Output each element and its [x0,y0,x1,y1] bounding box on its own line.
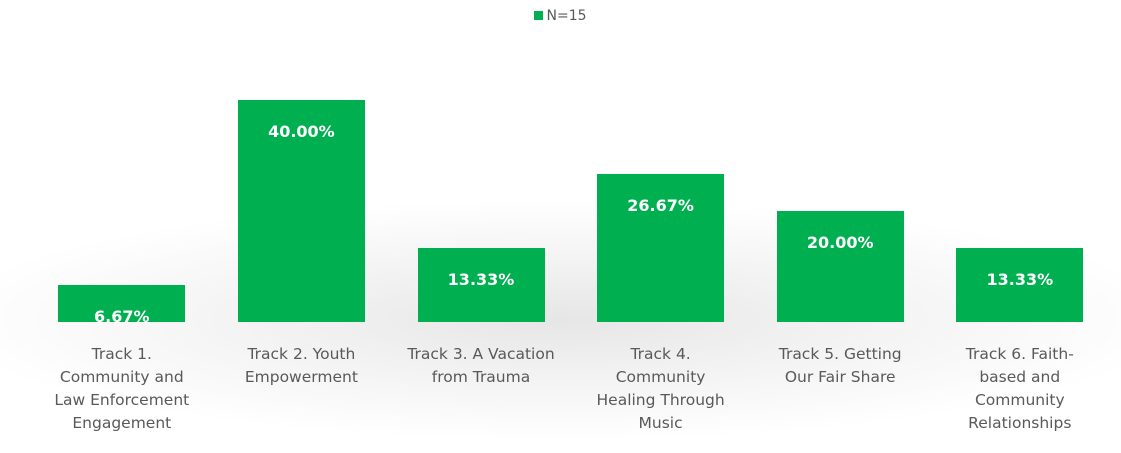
value-label: 13.33% [986,270,1054,290]
legend-swatch [534,11,544,20]
bar [956,248,1084,322]
bar [597,173,725,322]
value-label: 20.00% [806,233,874,252]
value-label: 40.00% [268,122,335,141]
value-label: 13.33% [447,270,515,290]
x-tick-label: Track 6. Faith-based and Community Relat… [965,345,1074,432]
x-tick-label: Track 3. A Vacation from Trauma [407,345,555,386]
x-tick-label: Track 1. Community and Law Enforcement E… [54,345,190,432]
bar [58,284,186,322]
legend: N=15 [0,8,1121,24]
x-tick-label: Track 5. Getting Our Fair Share [778,345,902,386]
value-label: 6.67% [94,306,150,326]
value-label: 26.67% [627,195,694,215]
bar [237,100,365,322]
legend-label: N=15 [546,8,587,24]
bar [776,211,904,322]
x-tick-label: Track 4. Community Healing Through Music [596,345,725,432]
x-tick-label: Track 2. Youth Empowerment [244,345,358,386]
bar [417,248,545,322]
